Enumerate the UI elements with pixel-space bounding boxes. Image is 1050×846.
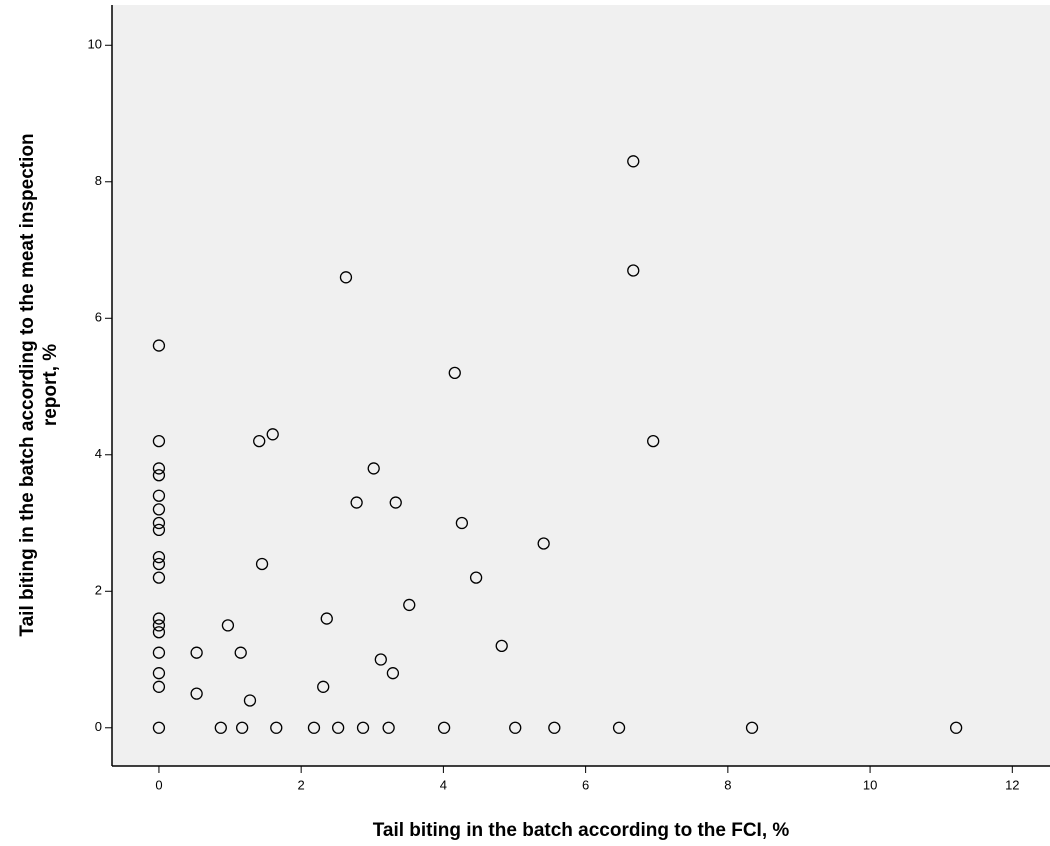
point [243, 694, 257, 707]
x-tick-label: 8 [724, 777, 731, 792]
plot-area [112, 5, 1050, 766]
y-tick-label: 10 [88, 37, 102, 52]
point [307, 721, 321, 734]
point [374, 653, 387, 666]
x-tick-label: 6 [582, 777, 589, 792]
point [152, 619, 166, 632]
point [152, 434, 166, 448]
point [152, 551, 166, 564]
point [320, 612, 333, 625]
point [255, 557, 269, 571]
y-tick-label: 8 [95, 173, 102, 188]
point [455, 516, 469, 530]
point [469, 571, 483, 584]
y-axis-title: report, % [40, 344, 61, 426]
point [152, 339, 166, 352]
point [339, 271, 353, 284]
y-tick-label: 0 [95, 719, 102, 734]
point [190, 646, 203, 659]
point [627, 264, 640, 277]
point [403, 598, 416, 612]
point [317, 680, 330, 693]
point [152, 626, 166, 639]
point [331, 721, 345, 734]
point [350, 496, 363, 509]
point [367, 462, 380, 475]
point [448, 366, 461, 380]
point [152, 489, 166, 502]
point [152, 667, 166, 680]
point [270, 721, 283, 734]
point [152, 680, 166, 693]
point [437, 721, 451, 734]
point [221, 619, 235, 632]
point [152, 557, 166, 571]
point [152, 721, 166, 734]
point [382, 721, 395, 734]
x-tick-label: 12 [1005, 777, 1019, 792]
point [537, 537, 550, 550]
point [745, 721, 759, 734]
x-tick-label: 4 [440, 777, 447, 792]
point [152, 612, 166, 625]
y-tick-label: 4 [95, 446, 102, 461]
point [266, 428, 279, 441]
point [509, 721, 522, 734]
point [152, 503, 166, 516]
point [152, 523, 166, 537]
point [356, 721, 370, 734]
point [647, 434, 660, 448]
x-tick-label: 2 [298, 777, 305, 792]
point [152, 516, 166, 530]
y-tick-label: 6 [95, 310, 102, 325]
x-tick-label: 0 [155, 777, 162, 792]
x-tick-label: 10 [863, 777, 877, 792]
point [627, 155, 640, 168]
x-axis-title: Tail biting in the batch according to th… [373, 820, 790, 841]
point [949, 721, 963, 734]
point [386, 667, 400, 680]
point [190, 687, 203, 700]
point [235, 721, 249, 734]
y-tick-label: 2 [95, 583, 102, 598]
point [612, 721, 626, 734]
point [389, 496, 402, 509]
point [152, 571, 166, 584]
y-axis-title: Tail biting in the batch according to th… [17, 133, 38, 636]
point [234, 646, 247, 659]
point [548, 721, 561, 734]
point [152, 469, 166, 482]
point [495, 639, 508, 653]
point [152, 646, 166, 659]
point [253, 434, 266, 448]
point [214, 721, 227, 734]
point [152, 462, 166, 475]
